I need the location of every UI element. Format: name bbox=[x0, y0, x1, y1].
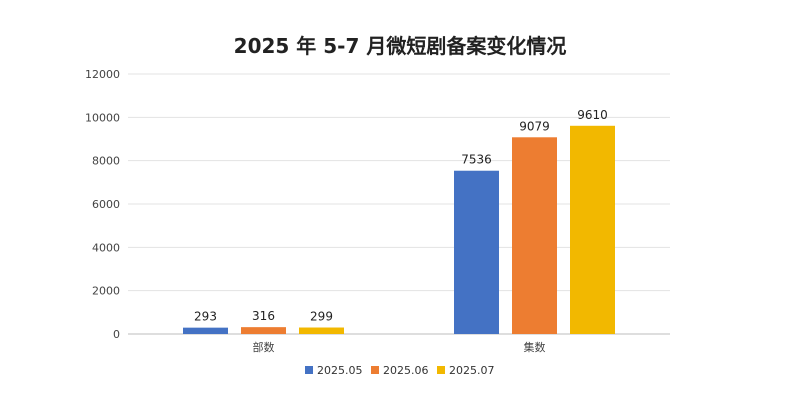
data-label: 9079 bbox=[519, 119, 550, 133]
legend-label: 2025.06 bbox=[383, 364, 429, 377]
legend-swatch bbox=[437, 366, 445, 374]
bar bbox=[512, 137, 557, 334]
data-label: 316 bbox=[252, 309, 275, 323]
x-category-label: 集数 bbox=[524, 340, 546, 354]
bar bbox=[454, 170, 499, 334]
y-tick-label: 8000 bbox=[92, 155, 120, 168]
bar bbox=[183, 327, 228, 334]
y-tick-label: 6000 bbox=[92, 198, 120, 211]
bar bbox=[299, 327, 344, 334]
y-tick-label: 4000 bbox=[92, 241, 120, 254]
x-category-label: 部数 bbox=[253, 340, 275, 354]
bar bbox=[570, 125, 615, 335]
legend-swatch bbox=[371, 366, 379, 374]
bar bbox=[241, 327, 286, 334]
data-label: 9610 bbox=[577, 108, 608, 122]
legend-swatch bbox=[305, 366, 313, 374]
y-tick-label: 2000 bbox=[92, 285, 120, 298]
data-label: 293 bbox=[194, 310, 217, 324]
chart-title: 2025 年 5-7 月微短剧备案变化情况 bbox=[233, 34, 567, 58]
legend-label: 2025.05 bbox=[317, 364, 363, 377]
y-tick-label: 10000 bbox=[85, 111, 120, 124]
legend-label: 2025.07 bbox=[449, 364, 495, 377]
data-label: 299 bbox=[310, 310, 333, 324]
y-tick-label: 0 bbox=[113, 328, 120, 341]
data-label: 7536 bbox=[461, 153, 492, 167]
y-tick-label: 12000 bbox=[85, 68, 120, 81]
